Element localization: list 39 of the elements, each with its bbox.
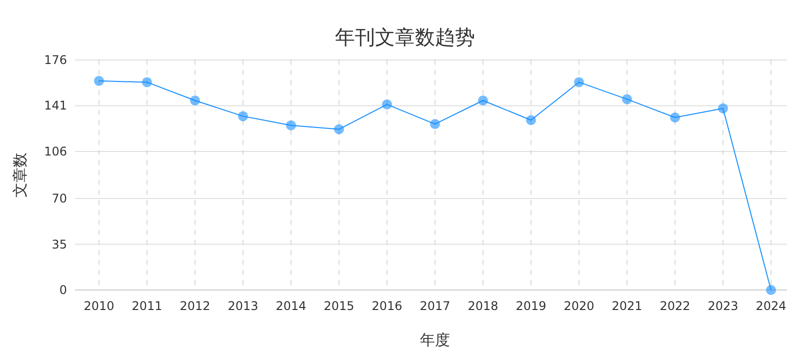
point	[430, 119, 440, 130]
point	[766, 285, 776, 295]
x-tick-label: 2024	[756, 299, 786, 313]
point	[94, 76, 104, 86]
point	[286, 120, 296, 130]
x-tick-label: 2017	[420, 299, 450, 313]
point	[622, 94, 632, 104]
point	[478, 96, 488, 106]
y-axis-title: 文章数	[11, 152, 29, 198]
x-axis-title: 年度	[420, 331, 450, 349]
chart-title: 年刊文章数趋势	[335, 25, 475, 49]
x-tick-label: 2018	[468, 299, 498, 313]
y-tick-label: 0	[59, 283, 67, 297]
x-tick-label: 2010	[84, 299, 114, 313]
x-tick-label: 2022	[660, 299, 690, 313]
point	[334, 124, 344, 134]
point	[190, 96, 200, 106]
y-tick-label: 70	[52, 192, 67, 206]
point	[238, 111, 248, 122]
point	[142, 77, 152, 88]
x-tick-label: 2023	[708, 299, 738, 313]
point	[718, 103, 728, 114]
x-tick-label: 2014	[276, 299, 306, 313]
x-tick-label: 2020	[564, 299, 594, 313]
x-tick-label: 2019	[516, 299, 546, 313]
x-tick-label: 2013	[228, 299, 258, 313]
x-tick-label: 2012	[180, 299, 210, 313]
y-tick-label: 141	[44, 98, 67, 113]
x-tick-label: 2021	[612, 299, 642, 313]
point	[574, 77, 584, 88]
x-tick-label: 2011	[132, 299, 162, 313]
y-tick-label: 35	[52, 237, 67, 252]
point	[670, 112, 680, 122]
point	[382, 99, 392, 110]
point	[526, 115, 536, 126]
x-tick-label: 2016	[372, 299, 402, 313]
x-tick-label: 2015	[324, 299, 354, 313]
y-tick-label: 106	[44, 144, 67, 158]
y-tick-label: 176	[44, 53, 67, 67]
